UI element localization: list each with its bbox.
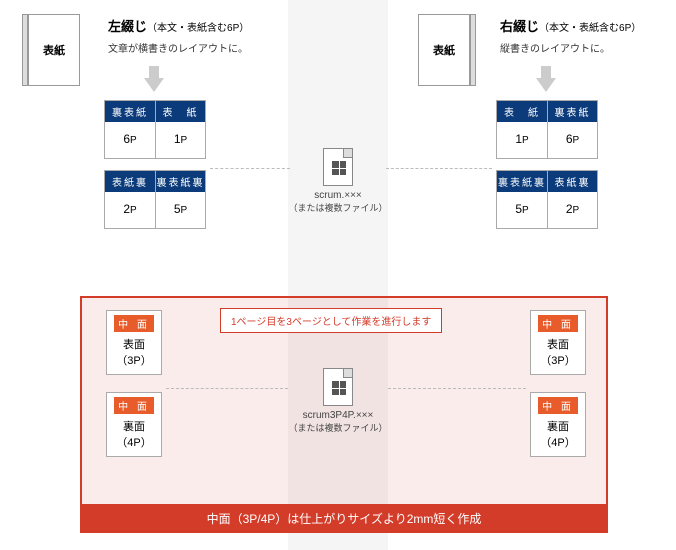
page-body: 6P: [105, 122, 155, 158]
page-cell: 裏表紙 6P: [547, 101, 597, 158]
mid-label: 表面: [107, 334, 161, 352]
page-header: 裏表紙: [548, 101, 597, 122]
right-arrow-stem: [541, 66, 551, 78]
red-banner: 中面（3P/4P）は仕上がりサイズより2mm短く作成: [80, 504, 608, 533]
mid-pn: （3P）: [107, 352, 161, 374]
page-cell: 表 紙 1P: [155, 101, 205, 158]
left-heading: 左綴じ（本文・表紙含む6P）: [108, 16, 249, 35]
left-desc: 文章が横書きのレイアウトに。: [108, 40, 248, 55]
right-heading: 右綴じ（本文・表紙含む6P）: [500, 16, 641, 35]
mid-label: 裏面: [107, 416, 161, 434]
mid-pn: （4P）: [107, 434, 161, 456]
mid-pn: （4P）: [531, 434, 585, 456]
left-spread-1: 裏表紙 6P 表 紙 1P: [104, 100, 206, 159]
left-title-sub: （本文・表紙含む6P）: [147, 23, 249, 34]
page-cell: 表紙裏 2P: [105, 171, 155, 228]
file-note: （または複数ファイル）: [288, 421, 388, 434]
file-note: （または複数ファイル）: [288, 201, 388, 214]
page-num: 5: [515, 202, 522, 216]
file-name: scrum.×××: [288, 190, 388, 201]
cover-label: 表紙: [433, 42, 455, 58]
page-num: 1: [174, 132, 181, 146]
mid-card-right-back: 中 面 裏面 （4P）: [530, 392, 586, 457]
mid-card-left-front: 中 面 表面 （3P）: [106, 310, 162, 375]
page-cell: 裏表紙裏 5P: [497, 171, 547, 228]
file-icon-1: scrum.××× （または複数ファイル）: [288, 148, 388, 214]
right-desc: 縦書きのレイアウトに。: [500, 40, 610, 55]
p-suffix: P: [522, 135, 529, 146]
booklet-spine: [470, 14, 476, 86]
page-body: 6P: [548, 122, 597, 158]
page-body: 2P: [105, 192, 155, 228]
mid-card-right-front: 中 面 表面 （3P）: [530, 310, 586, 375]
right-title-sub: （本文・表紙含む6P）: [539, 23, 641, 34]
booklet-cover: 表紙: [28, 14, 80, 86]
right-spread-2: 裏表紙裏 5P 表紙裏 2P: [496, 170, 598, 229]
page-body: 1P: [497, 122, 547, 158]
right-arrow: [536, 78, 556, 92]
dashed-line: [386, 168, 492, 169]
p-suffix: P: [181, 205, 188, 216]
p-suffix: P: [130, 135, 137, 146]
document-icon: [323, 148, 353, 186]
mid-tag: 中 面: [114, 315, 154, 332]
cover-label: 表紙: [43, 42, 65, 58]
red-callout: 1ページ目を3ページとして作業を進行します: [220, 308, 442, 333]
left-spread-2: 表紙裏 2P 裏表紙裏 5P: [104, 170, 206, 229]
page-body: 2P: [548, 192, 597, 228]
page-header: 裏表紙裏: [156, 171, 205, 192]
page-header: 表 紙: [497, 101, 547, 122]
mid-pn: （3P）: [531, 352, 585, 374]
p-suffix: P: [522, 205, 529, 216]
mid-tag: 中 面: [114, 397, 154, 414]
page-num: 6: [566, 132, 573, 146]
p-suffix: P: [573, 135, 580, 146]
page-num: 6: [123, 132, 130, 146]
p-suffix: P: [573, 205, 580, 216]
page-header: 表 紙: [156, 101, 205, 122]
booklet-cover: 表紙: [418, 14, 470, 86]
page-header: 裏表紙: [105, 101, 155, 122]
left-title: 左綴じ: [108, 19, 147, 34]
page-body: 5P: [156, 192, 205, 228]
page-body: 5P: [497, 192, 547, 228]
right-booklet: 表紙: [418, 14, 476, 86]
mid-label: 裏面: [531, 416, 585, 434]
dashed-line: [166, 388, 288, 389]
page-cell: 表紙裏 2P: [547, 171, 597, 228]
mid-label: 表面: [531, 334, 585, 352]
page-cell: 裏表紙 6P: [105, 101, 155, 158]
mid-card-left-back: 中 面 裏面 （4P）: [106, 392, 162, 457]
file-icon-2: scrum3P4P.××× （または複数ファイル）: [288, 368, 388, 434]
mid-tag: 中 面: [538, 315, 578, 332]
right-title: 右綴じ: [500, 19, 539, 34]
page-header: 裏表紙裏: [497, 171, 547, 192]
left-booklet: 表紙: [22, 14, 80, 86]
page-cell: 表 紙 1P: [497, 101, 547, 158]
dashed-line: [388, 388, 526, 389]
page-body: 1P: [156, 122, 205, 158]
document-icon: [323, 368, 353, 406]
page-num: 5: [174, 202, 181, 216]
mid-tag: 中 面: [538, 397, 578, 414]
page-header: 表紙裏: [548, 171, 597, 192]
page-num: 2: [566, 202, 573, 216]
left-arrow: [144, 78, 164, 92]
p-suffix: P: [181, 135, 188, 146]
p-suffix: P: [130, 205, 137, 216]
page-cell: 裏表紙裏 5P: [155, 171, 205, 228]
page-header: 表紙裏: [105, 171, 155, 192]
right-spread-1: 表 紙 1P 裏表紙 6P: [496, 100, 598, 159]
page-num: 1: [515, 132, 522, 146]
dashed-line: [210, 168, 290, 169]
left-arrow-stem: [149, 66, 159, 78]
page-num: 2: [123, 202, 130, 216]
file-name: scrum3P4P.×××: [288, 410, 388, 421]
